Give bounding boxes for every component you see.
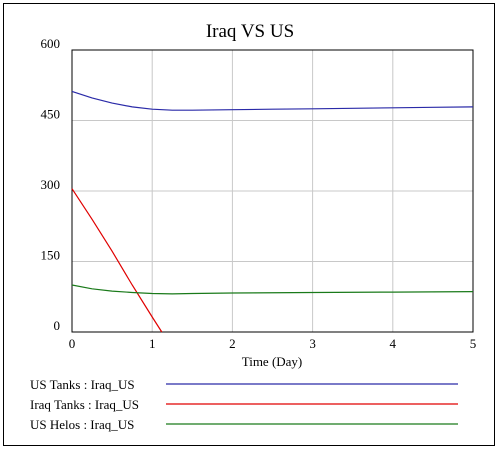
x-tick-label: 0	[69, 336, 76, 351]
y-axis-ticks: 0 150 300 450 600	[41, 36, 61, 333]
y-tick-label: 0	[54, 318, 61, 333]
x-tick-label: 4	[390, 336, 397, 351]
y-tick-label: 450	[41, 107, 61, 122]
grid-lines	[71, 49, 474, 333]
x-axis-label: Time (Day)	[242, 354, 303, 369]
chart-frame	[3, 3, 495, 446]
y-tick-label: 300	[41, 177, 61, 192]
series-line-3	[71, 284, 474, 295]
y-tick-label: 600	[41, 36, 61, 51]
x-tick-label: 2	[229, 336, 236, 351]
legend-label: Iraq Tanks : Iraq_US	[30, 397, 139, 412]
x-tick-label: 1	[149, 336, 156, 351]
y-tick-label: 150	[41, 248, 61, 263]
series-line-1	[71, 90, 474, 111]
plot-area	[71, 49, 474, 333]
legend: US Tanks : Iraq_US Iraq Tanks : Iraq_US US…	[30, 377, 458, 432]
chart-title: Iraq VS US	[206, 21, 294, 42]
x-tick-label: 3	[309, 336, 316, 351]
legend-label: US Tanks : Iraq_US	[30, 377, 135, 392]
legend-label: US Helos : Iraq_US	[30, 417, 134, 432]
x-axis-ticks: 0 1 2 3 4 5	[69, 336, 477, 351]
series-lines	[71, 90, 474, 333]
x-tick-label: 5	[470, 336, 477, 351]
series-line-2	[71, 188, 163, 333]
